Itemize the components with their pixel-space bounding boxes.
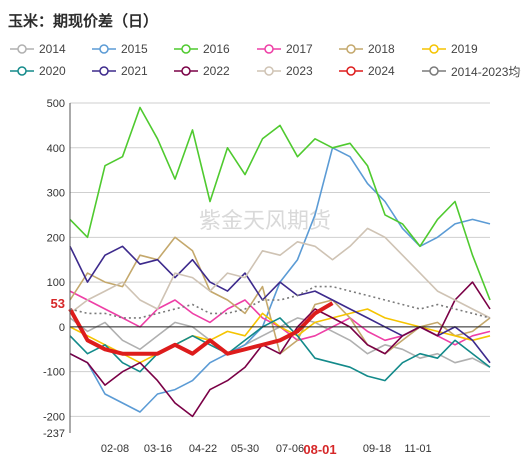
legend-label: 2014 — [39, 42, 66, 56]
series-line-2014-2023均值 — [69, 285, 491, 319]
legend-label: 2020 — [39, 64, 66, 78]
x-tick-label: 08-01 — [303, 442, 336, 457]
legend-swatch-icon — [257, 66, 281, 76]
legend-item: 2014-2023均值 — [422, 62, 521, 80]
y-tick-label: 400 — [47, 143, 65, 155]
legend-swatch-icon — [339, 66, 363, 76]
legend-label: 2016 — [203, 42, 230, 56]
y-tick-label: 100 — [47, 277, 65, 289]
legend-item: 2014 — [10, 40, 66, 58]
y-tick-label: 200 — [47, 232, 65, 244]
legend-item: 2021 — [92, 62, 148, 80]
y-tick-label: -200 — [43, 411, 65, 423]
legend-item: 2016 — [174, 40, 230, 58]
x-tick-label: 02-08 — [101, 443, 129, 455]
legend-swatch-icon — [10, 66, 34, 76]
y-tick-label: 300 — [47, 188, 65, 200]
legend-item: 2022 — [174, 62, 230, 80]
legend-swatch-icon — [92, 44, 116, 54]
legend-item: 2024 — [339, 62, 395, 80]
x-tick-label: 05-30 — [231, 443, 259, 455]
legend-item: 2019 — [422, 40, 478, 58]
legend-swatch-icon — [257, 44, 281, 54]
watermark: 紫金天风期货 — [199, 209, 331, 234]
series-line-2023 — [69, 227, 491, 319]
legend-label: 2022 — [203, 64, 230, 78]
x-tick-label: 03-16 — [144, 443, 172, 455]
last-value-label: 53 — [51, 296, 65, 311]
x-tick-label: 09-18 — [363, 443, 391, 455]
legend-label: 2014-2023均值 — [451, 64, 521, 79]
y-tick-label: 0 — [59, 322, 65, 334]
y-tick-label: -237 — [43, 428, 65, 440]
legend-swatch-icon — [339, 44, 363, 54]
chart-title: 玉米：期现价差（日） — [8, 12, 159, 30]
axes: 500 400 300 200 100 0 -100 -200 -237 02-08 03-16 04… — [43, 98, 490, 457]
x-tick-label: 11-01 — [404, 443, 431, 455]
legend-swatch-icon — [92, 66, 116, 76]
series-line-2020 — [69, 317, 491, 382]
series-layer — [68, 106, 491, 418]
legend-label: 2023 — [286, 64, 313, 78]
legend-swatch-icon — [422, 66, 446, 76]
series-line-2024 — [68, 301, 334, 356]
legend-swatch-icon — [422, 44, 446, 54]
legend-item: 2018 — [339, 40, 395, 58]
x-tick-label: 04-22 — [189, 443, 217, 455]
legend-label: 2024 — [368, 64, 395, 78]
legend-label: 2015 — [121, 42, 148, 56]
series-line-2016 — [69, 106, 491, 301]
legend-swatch-icon — [174, 44, 198, 54]
legend-swatch-icon — [174, 66, 198, 76]
legend-label: 2017 — [286, 42, 313, 56]
legend-label: 2019 — [451, 42, 478, 56]
y-tick-label: -100 — [43, 367, 65, 379]
series-line-2022 — [69, 281, 491, 418]
legend-item: 2020 — [10, 62, 66, 80]
legend-label: 2018 — [368, 42, 395, 56]
legend-item: 2017 — [257, 40, 313, 58]
y-tick-label: 500 — [47, 98, 65, 110]
legend-swatch-icon — [10, 44, 34, 54]
gridlines — [70, 102, 490, 417]
x-tick-label: 07-06 — [276, 443, 304, 455]
legend-item: 2015 — [92, 40, 148, 58]
legend-item: 2023 — [257, 62, 313, 80]
legend-label: 2021 — [121, 64, 148, 78]
